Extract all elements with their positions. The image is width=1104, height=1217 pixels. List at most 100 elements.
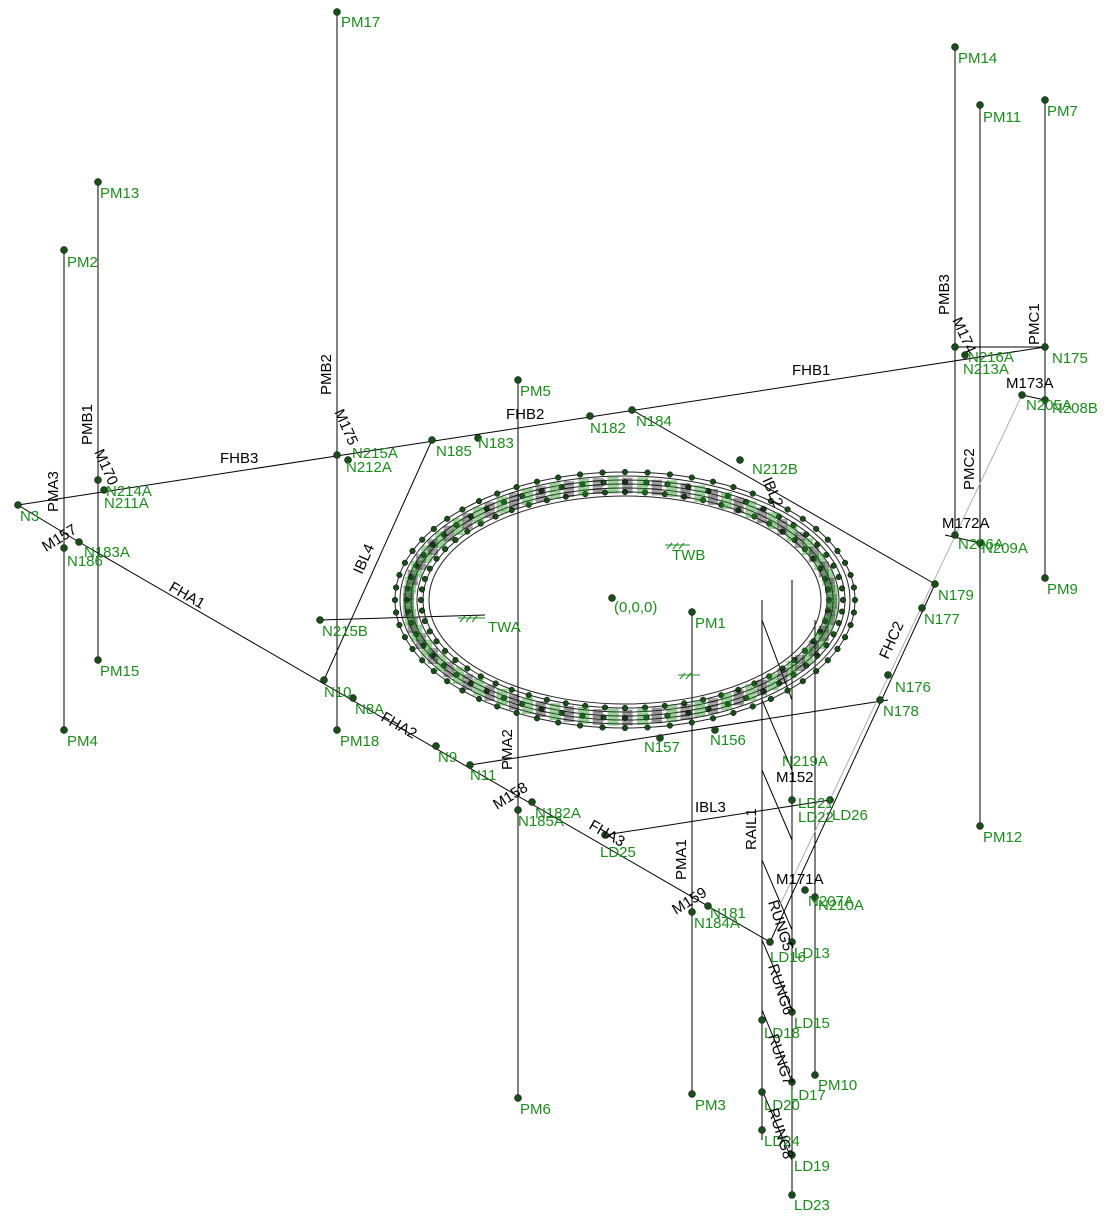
ring-node[interactable] [599,724,606,731]
ring-node[interactable] [743,695,750,702]
ring-node[interactable] [842,559,849,566]
ring-node[interactable] [842,634,849,641]
node-N212A[interactable] [344,456,352,464]
ring-node[interactable] [705,487,712,495]
ring-node[interactable] [525,692,532,699]
ring-node[interactable] [500,498,507,505]
ring-node[interactable] [582,491,589,498]
ring-node[interactable] [824,586,832,593]
ring-node[interactable] [644,724,651,731]
node-N176[interactable] [884,671,892,679]
ring-node[interactable] [834,645,841,653]
ring-node[interactable] [543,696,550,703]
ring-node[interactable] [467,680,474,687]
ring-node[interactable] [408,619,415,627]
ring-node[interactable] [784,687,791,694]
ring-node[interactable] [803,662,810,669]
node-N215A[interactable] [333,451,341,459]
ring-node[interactable] [814,541,821,548]
ring-node[interactable] [467,513,474,520]
ring-node[interactable] [779,528,786,535]
ring-node[interactable] [426,565,433,572]
ring-node[interactable] [661,491,668,498]
node-N208B[interactable] [1041,396,1049,404]
ring-node[interactable] [519,701,526,708]
ring-node[interactable] [824,657,831,664]
ring-node[interactable] [847,621,854,629]
ring-node[interactable] [577,471,584,478]
node-N156[interactable] [711,726,719,734]
node-N206A[interactable] [951,531,959,539]
ring-node[interactable] [685,484,692,491]
node-N207A[interactable] [801,886,809,894]
ring-node[interactable] [562,493,569,500]
ring-node[interactable] [767,498,774,505]
ring-node[interactable] [666,471,673,478]
ring-node[interactable] [476,695,483,702]
node-N205A[interactable] [1018,391,1026,399]
ring-node[interactable] [525,501,532,508]
ring-node[interactable] [420,642,427,649]
ring-node[interactable] [396,621,403,629]
ring-node[interactable] [421,575,428,582]
ring-node[interactable] [538,705,545,713]
ring-node[interactable] [776,513,783,520]
node-LD20[interactable] [758,1088,766,1096]
ring-node[interactable] [643,479,650,486]
ring-node[interactable] [751,513,758,520]
node-N182[interactable] [586,412,594,420]
ring-node[interactable] [577,722,584,729]
ring-node[interactable] [644,469,651,476]
node-N185[interactable] [428,436,436,444]
ring-node[interactable] [413,631,420,638]
ring-node[interactable] [409,547,416,555]
ring-node[interactable] [749,490,756,497]
ring-node[interactable] [421,618,428,625]
ring-node[interactable] [452,536,459,544]
ring-node[interactable] [664,481,671,488]
ring-node[interactable] [817,628,824,635]
ring-node[interactable] [413,562,420,569]
node-N215B[interactable] [316,616,324,624]
node-N216A[interactable] [961,351,969,359]
ring-node[interactable] [835,619,842,627]
node-PM12[interactable] [976,822,984,830]
ring-node[interactable] [847,571,854,579]
node-N3[interactable] [14,501,22,509]
ring-node[interactable] [621,704,629,712]
ring-node[interactable] [513,484,520,491]
node-N157[interactable] [656,734,664,742]
ring-node[interactable] [803,531,810,538]
ring-node[interactable] [601,704,609,711]
node-PM10[interactable] [811,1071,819,1079]
ring-node[interactable] [817,565,824,572]
ring-node[interactable] [685,709,692,716]
node-N178[interactable] [876,696,884,704]
ring-node[interactable] [700,497,707,504]
node-LD24[interactable] [758,1126,766,1134]
ring-node[interactable] [621,468,629,476]
ring-node[interactable] [500,695,507,702]
ring-node[interactable] [621,488,629,496]
ring-node[interactable] [483,688,490,695]
ring-node[interactable] [599,469,606,476]
ring-node[interactable] [452,656,459,664]
ring-node[interactable] [850,609,857,616]
ring-node[interactable] [834,547,841,555]
ring-node[interactable] [533,478,541,485]
node-PM4[interactable] [60,726,68,734]
ring-node[interactable] [718,501,725,508]
ring-node[interactable] [835,573,842,581]
ring-node[interactable] [417,596,425,604]
node-N11[interactable] [466,761,474,769]
ring-node[interactable] [420,551,427,558]
ring-node[interactable] [459,687,466,694]
node-PM6[interactable] [514,1094,522,1102]
ring-node[interactable] [464,665,471,672]
ring-node[interactable] [429,652,436,659]
node-N181[interactable] [704,902,712,910]
ring-node[interactable] [476,498,483,505]
ring-node[interactable] [822,618,829,625]
ring-node[interactable] [838,585,846,592]
ring-node[interactable] [760,505,767,512]
